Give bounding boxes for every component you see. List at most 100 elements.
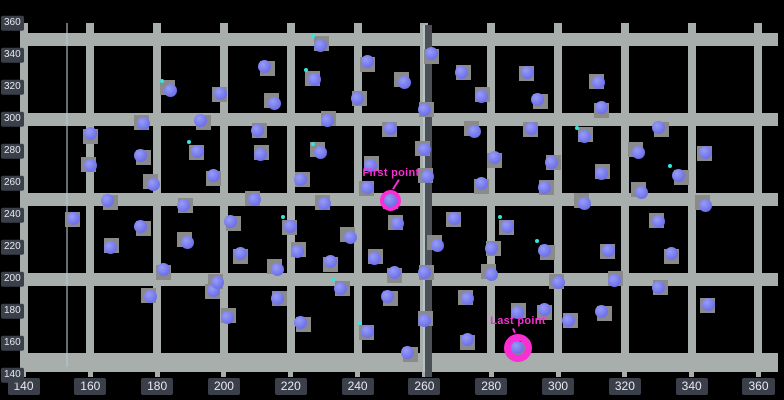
data-point [544,155,558,169]
data-point [214,86,228,100]
annotation-last-point: Last point [490,315,546,328]
data-point [254,147,268,161]
y-tick-label: 260 [1,175,24,191]
data-point [344,230,358,244]
data-point [424,46,438,60]
data-point [180,235,194,249]
data-point [594,166,608,180]
y-tick-label: 360 [1,15,24,31]
y-tick-label: 220 [1,239,24,255]
cyan-speck [497,215,502,220]
cyan-speck [534,239,539,244]
data-point [631,146,645,160]
data-point [284,219,298,233]
data-point [468,125,482,139]
data-point [351,91,365,105]
x-tick-mark [622,365,628,377]
data-point [157,262,171,276]
data-point [538,181,552,195]
x-tick-mark [154,365,160,377]
data-point [257,59,271,73]
data-point [294,315,308,329]
data-point [367,251,381,265]
data-point [538,243,552,257]
data-point [314,146,328,160]
data-point [234,246,248,260]
y-tick-label: 200 [1,271,24,287]
data-point [578,197,592,211]
data-point [224,214,238,228]
data-point [190,144,204,158]
data-point [177,198,191,212]
x-tick-label: 260 [408,378,441,395]
annotation-first-point: First point [362,166,420,179]
data-point [207,168,221,182]
cyan-speck [310,34,315,39]
cyan-speck [574,125,579,130]
data-point [417,142,431,156]
cyan-speck [187,140,192,144]
data-point [417,102,431,116]
y-tick-label: 240 [1,207,24,223]
data-point [361,325,375,339]
data-point [578,130,592,144]
data-point [334,282,348,296]
data-point [701,298,715,312]
data-point [671,168,685,182]
dark-vline-edge [422,25,425,372]
x-tick-label: 160 [74,378,107,395]
x-axis-spine [21,362,778,372]
data-point [651,214,665,228]
data-point [474,90,488,104]
data-point [147,178,161,192]
data-point [454,66,468,80]
data-point [401,346,415,360]
data-point [461,291,475,305]
dark-vline [425,25,433,377]
x-tick-mark [355,365,361,377]
data-point [421,170,435,184]
data-point [270,262,284,276]
data-point [484,267,498,281]
data-point [531,93,545,107]
first-point-ring [380,190,402,212]
x-tick-mark [488,365,494,377]
x-tick-label: 340 [675,378,708,395]
data-point [484,242,498,256]
data-point [511,306,525,320]
gridline-horizontal [21,32,778,46]
data-point [387,266,401,280]
data-point [591,75,605,89]
data-point [361,181,375,195]
x-tick-label: 280 [475,378,508,395]
x-tick-label: 140 [7,378,40,395]
x-tick-label: 320 [608,378,641,395]
data-point [384,122,398,136]
cyan-speck [160,79,165,84]
x-tick-label: 200 [207,378,240,395]
data-point [538,302,552,316]
x-tick-label: 300 [542,378,575,395]
data-point [210,275,224,289]
data-point [103,240,117,254]
data-point [100,194,114,208]
y-tick-label: 140 [1,367,24,383]
data-point [594,101,608,115]
y-tick-label: 300 [1,111,24,127]
data-point [521,66,535,80]
data-point [133,149,147,163]
x-tick-mark [288,365,294,377]
data-point [324,254,338,268]
cyan-speck [357,320,362,325]
data-point [524,122,538,136]
data-point [651,280,665,294]
last-point-ring [503,333,532,362]
x-tick-mark [755,365,761,377]
cyan-speck [330,277,335,282]
data-point [561,314,575,328]
cyan-speck [310,141,315,146]
data-point [391,216,405,230]
data-point [551,275,565,289]
data-point [474,176,488,190]
